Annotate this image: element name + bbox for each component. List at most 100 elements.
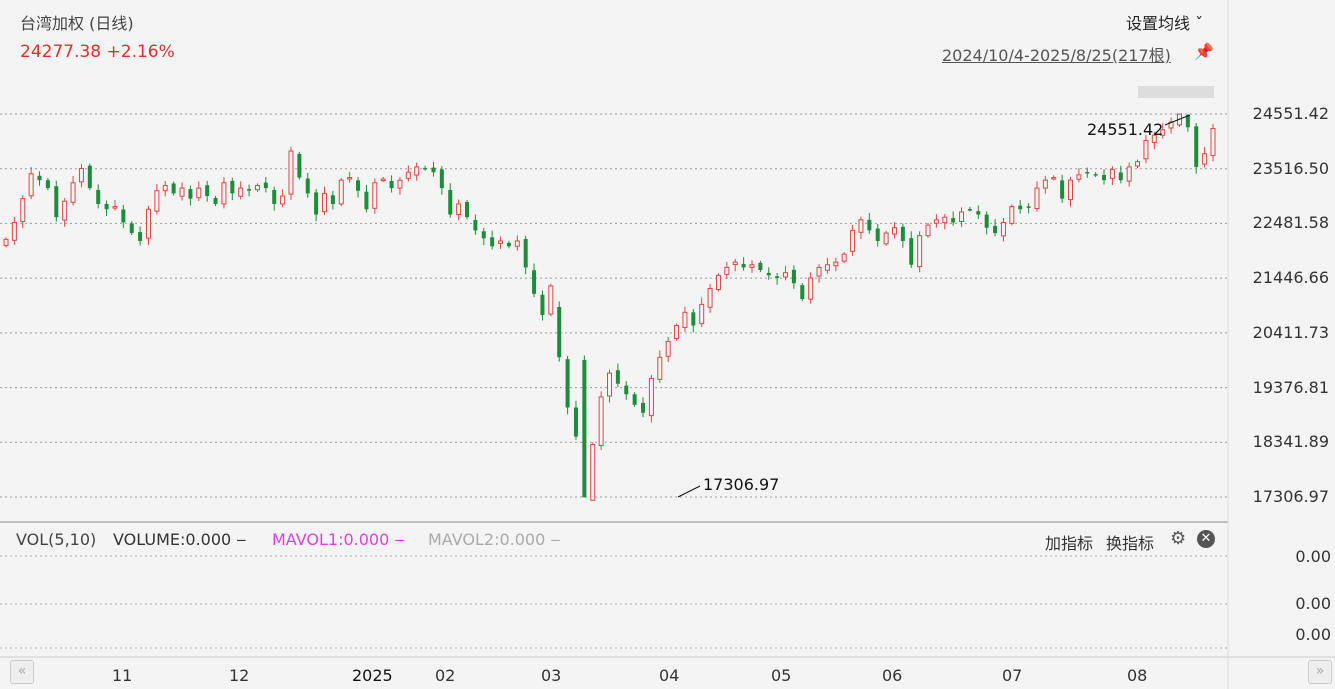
candle-down xyxy=(481,231,486,239)
candle-down xyxy=(1102,174,1107,181)
candle-up xyxy=(414,166,420,176)
candle-down xyxy=(900,226,905,241)
candle-up xyxy=(20,198,26,223)
candle-up xyxy=(254,184,260,191)
x-tick: 12 xyxy=(229,666,250,685)
scroll-left-button[interactable]: « xyxy=(10,660,34,684)
mavol2-value: MAVOL2:0.000 ‒ xyxy=(428,530,561,549)
candle-down xyxy=(993,225,998,234)
candle-up xyxy=(1076,174,1082,180)
candle-up xyxy=(322,192,328,213)
candle-down xyxy=(791,269,796,284)
candle-up xyxy=(1042,179,1048,189)
candle-up xyxy=(1151,134,1157,143)
candle-down xyxy=(741,264,746,268)
candle-down xyxy=(909,238,914,265)
candle-down xyxy=(1194,126,1199,167)
x-tick: 03 xyxy=(541,666,562,685)
y-tick-label: 21446.66 xyxy=(1252,268,1329,288)
candle-down xyxy=(364,191,369,210)
candle-up xyxy=(62,200,68,221)
candle-down xyxy=(557,307,562,358)
candle-down xyxy=(967,209,972,211)
candle-up xyxy=(1126,166,1132,182)
candle-down xyxy=(330,195,335,204)
vol-axis-label: 0.00 xyxy=(1295,625,1331,644)
candle-up xyxy=(925,224,931,237)
candle-down xyxy=(247,189,252,191)
add-indicator-button[interactable]: 加指标 xyxy=(1045,534,1094,553)
candle-up xyxy=(288,150,294,195)
candle-down xyxy=(473,220,478,231)
candle-down xyxy=(188,189,193,199)
candle-up xyxy=(1068,179,1074,201)
candle-down xyxy=(1026,206,1031,208)
candle-up xyxy=(1000,221,1006,237)
gear-icon[interactable]: ⚙ xyxy=(1170,528,1187,549)
x-tick: 06 xyxy=(882,666,903,685)
candle-up xyxy=(816,266,822,277)
candle-down xyxy=(800,285,805,300)
candle-up xyxy=(78,168,84,183)
change-indicator-button[interactable]: 换指标 xyxy=(1106,534,1155,553)
x-tick: 11 xyxy=(112,666,133,685)
candle-up xyxy=(891,227,897,235)
candle-up xyxy=(783,272,789,278)
pin-icon[interactable]: 📌 xyxy=(1194,42,1214,61)
candle-up xyxy=(749,264,755,268)
candle-up xyxy=(70,182,76,203)
candle-up xyxy=(405,171,411,179)
volume-indicator-bar: VOL(5,10) VOLUME:0.000 ‒ MAVOL1:0.000 ‒ … xyxy=(0,528,1228,554)
x-tick: 07 xyxy=(1002,666,1023,685)
candle-up xyxy=(372,182,378,209)
candle-down xyxy=(305,178,310,194)
candle-down xyxy=(104,203,109,210)
candle-down xyxy=(45,180,50,189)
candle-down xyxy=(758,262,763,271)
candle-down xyxy=(490,237,495,247)
ma-setting-button[interactable]: 设置均线 ˇ xyxy=(1126,14,1204,33)
candle-up xyxy=(715,274,721,290)
candle-down xyxy=(867,219,872,231)
min-price-label: 17306.97 xyxy=(703,475,779,494)
scroll-right-button[interactable]: » xyxy=(1308,660,1332,684)
candle-down xyxy=(582,359,587,498)
candle-up xyxy=(112,206,118,209)
close-icon[interactable]: ✕ xyxy=(1197,530,1215,548)
candle-down xyxy=(523,239,528,268)
x-tick: 02 xyxy=(435,666,456,685)
candle-up xyxy=(1168,121,1174,129)
candle-up xyxy=(942,216,948,224)
date-range-link[interactable]: 2024/10/4-2025/8/25(217根) xyxy=(942,46,1171,65)
candle-down xyxy=(984,214,989,228)
candle-up xyxy=(1143,140,1149,160)
candle-up xyxy=(674,325,680,340)
candle-down xyxy=(272,189,277,204)
candle-up xyxy=(498,240,504,244)
candle-up xyxy=(724,266,730,275)
candle-up xyxy=(699,303,705,325)
candle-up xyxy=(238,187,244,197)
candle-up xyxy=(607,372,612,397)
candle-down xyxy=(1185,115,1190,128)
candle-down xyxy=(389,181,394,189)
candle-up xyxy=(1202,153,1208,165)
candle-down xyxy=(1060,180,1065,199)
candle-up xyxy=(590,444,596,501)
y-tick-label: 23516.50 xyxy=(1252,158,1329,178)
candle-up xyxy=(514,240,520,247)
candle-up xyxy=(933,219,939,224)
candle-down xyxy=(138,232,143,241)
candle-up xyxy=(11,221,17,241)
candle-down xyxy=(565,359,570,408)
candle-down xyxy=(230,180,235,194)
candle-up xyxy=(347,177,353,180)
y-tick-label: 22481.58 xyxy=(1252,213,1329,233)
candle-down xyxy=(297,153,302,178)
candle-up xyxy=(1160,129,1166,136)
candle-down xyxy=(1118,172,1123,181)
candle-up xyxy=(883,232,889,245)
chart-title: 台湾加权 (日线) xyxy=(20,14,134,33)
candle-up xyxy=(665,340,671,357)
candle-up xyxy=(824,264,830,271)
